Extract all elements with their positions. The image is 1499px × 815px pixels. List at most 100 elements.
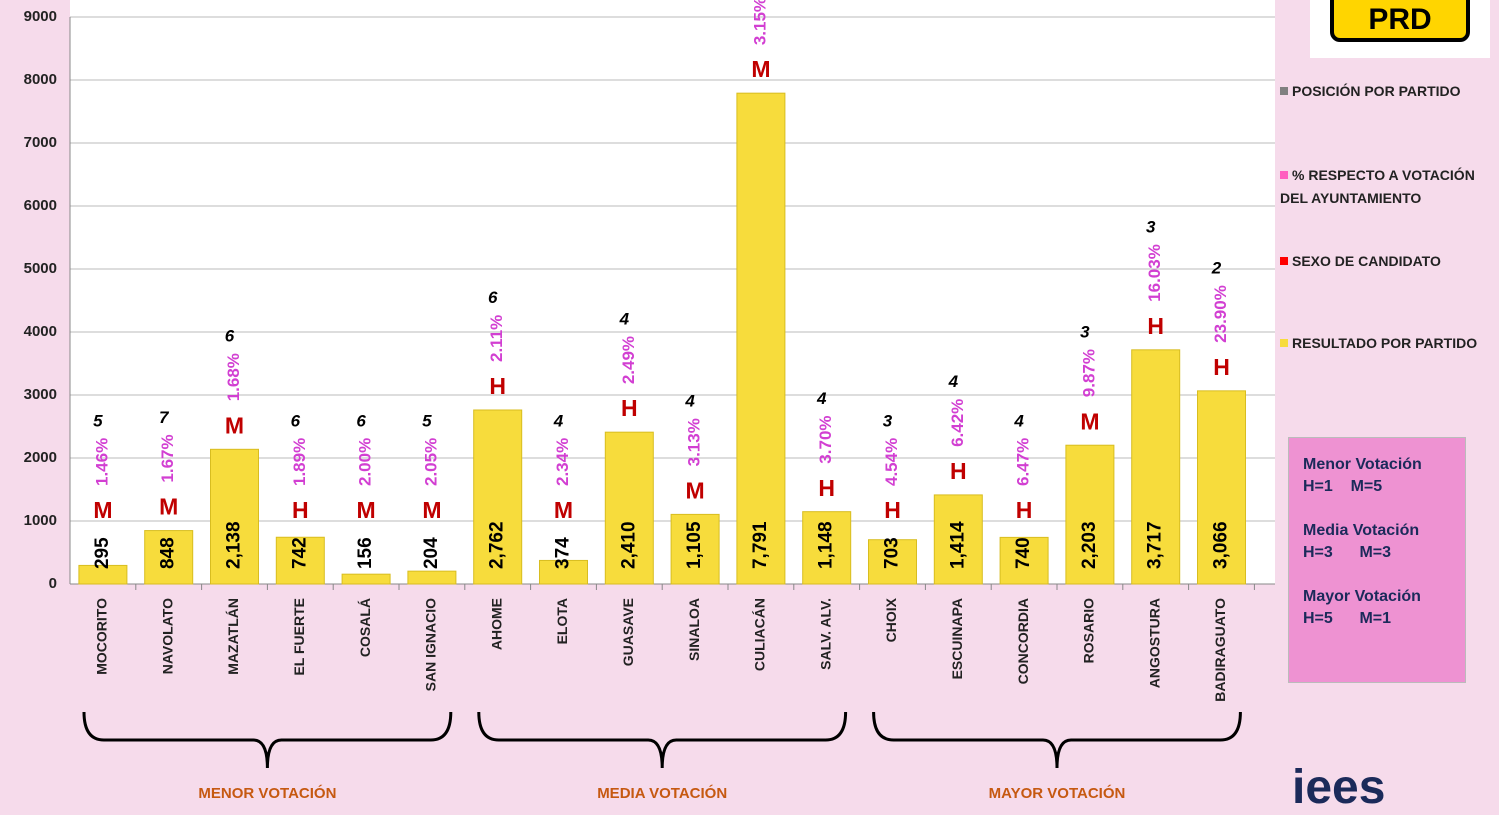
y-tick-label: 0 bbox=[49, 575, 57, 592]
sex-label: H bbox=[489, 373, 506, 399]
position-label: 4 bbox=[684, 392, 695, 411]
legend-label: % RESPECTO A VOTACIÓN DEL AYUNTAMIENTO bbox=[1280, 167, 1475, 206]
bar-value-label: 295 bbox=[92, 537, 113, 569]
bar-value-label: 2,410 bbox=[618, 521, 639, 569]
bar-value-label: 740 bbox=[1013, 537, 1034, 569]
note-box: Menor Votación H=1 M=5 Media Votación H=3 M… bbox=[1288, 437, 1466, 683]
y-tick-label: 5000 bbox=[24, 260, 57, 277]
y-tick-label: 2000 bbox=[24, 449, 57, 466]
y-tick-label: 6000 bbox=[24, 197, 57, 214]
sex-label: M bbox=[422, 497, 441, 523]
x-tick-label: ELOTA bbox=[554, 598, 570, 644]
bar bbox=[1065, 444, 1115, 585]
percent-label: 6.47% bbox=[1014, 438, 1033, 486]
position-label: 3 bbox=[1080, 322, 1090, 341]
bar-value-label: 2,203 bbox=[1079, 521, 1100, 569]
x-tick-label: CULIACÁN bbox=[752, 598, 768, 671]
percent-label: 1.46% bbox=[92, 438, 111, 486]
sex-label: H bbox=[621, 395, 638, 421]
group-brace bbox=[477, 711, 848, 769]
x-tick-label: NAVOLATO bbox=[159, 598, 175, 674]
percent-label: 2.05% bbox=[421, 438, 440, 486]
sex-label: M bbox=[554, 497, 573, 523]
legend-swatch bbox=[1280, 339, 1288, 347]
party-logo: PRD bbox=[1310, 0, 1490, 58]
sex-label: H bbox=[950, 458, 967, 484]
x-tick-label: AHOME bbox=[488, 598, 504, 650]
sex-label: M bbox=[357, 497, 376, 523]
x-tick-label: SAN IGNACIO bbox=[423, 598, 439, 691]
sex-label: M bbox=[686, 477, 705, 503]
x-tick-label: ESCUINAPA bbox=[949, 598, 965, 679]
position-label: 6 bbox=[291, 411, 301, 430]
bar bbox=[604, 431, 654, 585]
x-tick-label: COSALÁ bbox=[357, 598, 373, 657]
bar bbox=[210, 448, 259, 585]
legend-label: POSICIÓN POR PARTIDO bbox=[1292, 83, 1461, 99]
percent-label: 2.11% bbox=[487, 315, 506, 362]
sex-label: M bbox=[93, 497, 112, 523]
position-label: 6 bbox=[488, 288, 498, 307]
note-line: Menor Votación bbox=[1303, 456, 1422, 473]
position-label: 3 bbox=[883, 411, 893, 430]
x-tick-label: BADIRAGUATO bbox=[1212, 598, 1228, 702]
bar bbox=[670, 513, 720, 585]
legend-label: RESULTADO POR PARTIDO bbox=[1292, 335, 1478, 351]
bar-value-label: 1,414 bbox=[947, 521, 968, 569]
bar-value-label: 2,762 bbox=[487, 521, 508, 569]
bar bbox=[407, 570, 457, 585]
group-label: MEDIA VOTACIÓN bbox=[597, 784, 727, 802]
bar bbox=[78, 564, 128, 585]
x-tick-label: SINALOA bbox=[686, 598, 702, 661]
sex-label: M bbox=[1080, 408, 1099, 434]
position-label: 4 bbox=[1013, 411, 1024, 430]
sex-label: H bbox=[884, 497, 901, 523]
y-tick-label: 9000 bbox=[24, 8, 57, 25]
percent-label: 4.54% bbox=[882, 438, 901, 486]
bar-value-label: 374 bbox=[553, 537, 574, 569]
percent-label: 1.68% bbox=[224, 353, 243, 401]
bar-value-label: 848 bbox=[158, 537, 179, 569]
percent-label: 3.13% bbox=[685, 418, 704, 466]
legend-swatch bbox=[1280, 171, 1288, 179]
bar bbox=[933, 494, 983, 585]
bar-value-label: 1,105 bbox=[684, 521, 705, 569]
x-tick-label: EL FUERTE bbox=[291, 598, 307, 676]
percent-label: 23.90% bbox=[1211, 285, 1230, 343]
position-label: 3 bbox=[1146, 218, 1156, 237]
x-tick-label: ANGOSTURA bbox=[1146, 598, 1162, 688]
sex-label: M bbox=[225, 412, 244, 438]
x-tick-label: MAZATLÁN bbox=[225, 598, 241, 675]
bar-value-label: 204 bbox=[421, 537, 442, 569]
sex-label: H bbox=[1016, 497, 1033, 523]
bar-value-label: 3,717 bbox=[1145, 521, 1166, 569]
spacer bbox=[1303, 498, 1465, 520]
bar bbox=[539, 559, 588, 585]
sex-label: H bbox=[292, 497, 309, 523]
note-line: Media Votación bbox=[1303, 522, 1420, 539]
legend-item: SEXO DE CANDIDATO bbox=[1280, 250, 1495, 273]
percent-label: 2.00% bbox=[356, 438, 375, 486]
x-tick-label: CONCORDIA bbox=[1015, 598, 1031, 684]
percent-label: 9.87% bbox=[1079, 349, 1098, 397]
bar-value-label: 2,138 bbox=[224, 521, 245, 569]
position-label: 2 bbox=[1211, 259, 1222, 278]
bar bbox=[736, 92, 786, 585]
x-tick-label: SALV. ALV. bbox=[817, 598, 833, 670]
y-tick-label: 8000 bbox=[24, 71, 57, 88]
group-label: MAYOR VOTACIÓN bbox=[989, 784, 1126, 802]
percent-label: 6.42% bbox=[948, 399, 967, 447]
org-logo: iees bbox=[1292, 761, 1386, 814]
y-tick-label: 7000 bbox=[24, 134, 57, 151]
sex-label: H bbox=[1147, 313, 1164, 339]
y-tick-label: 1000 bbox=[24, 512, 57, 529]
bar bbox=[473, 409, 523, 585]
position-label: 5 bbox=[93, 411, 103, 430]
bar bbox=[868, 539, 917, 585]
legend-label: SEXO DE CANDIDATO bbox=[1292, 253, 1441, 269]
group-label: MENOR VOTACIÓN bbox=[198, 784, 336, 802]
x-tick-label: ROSARIO bbox=[1081, 598, 1097, 663]
group-brace bbox=[82, 711, 453, 769]
bar bbox=[802, 511, 852, 585]
